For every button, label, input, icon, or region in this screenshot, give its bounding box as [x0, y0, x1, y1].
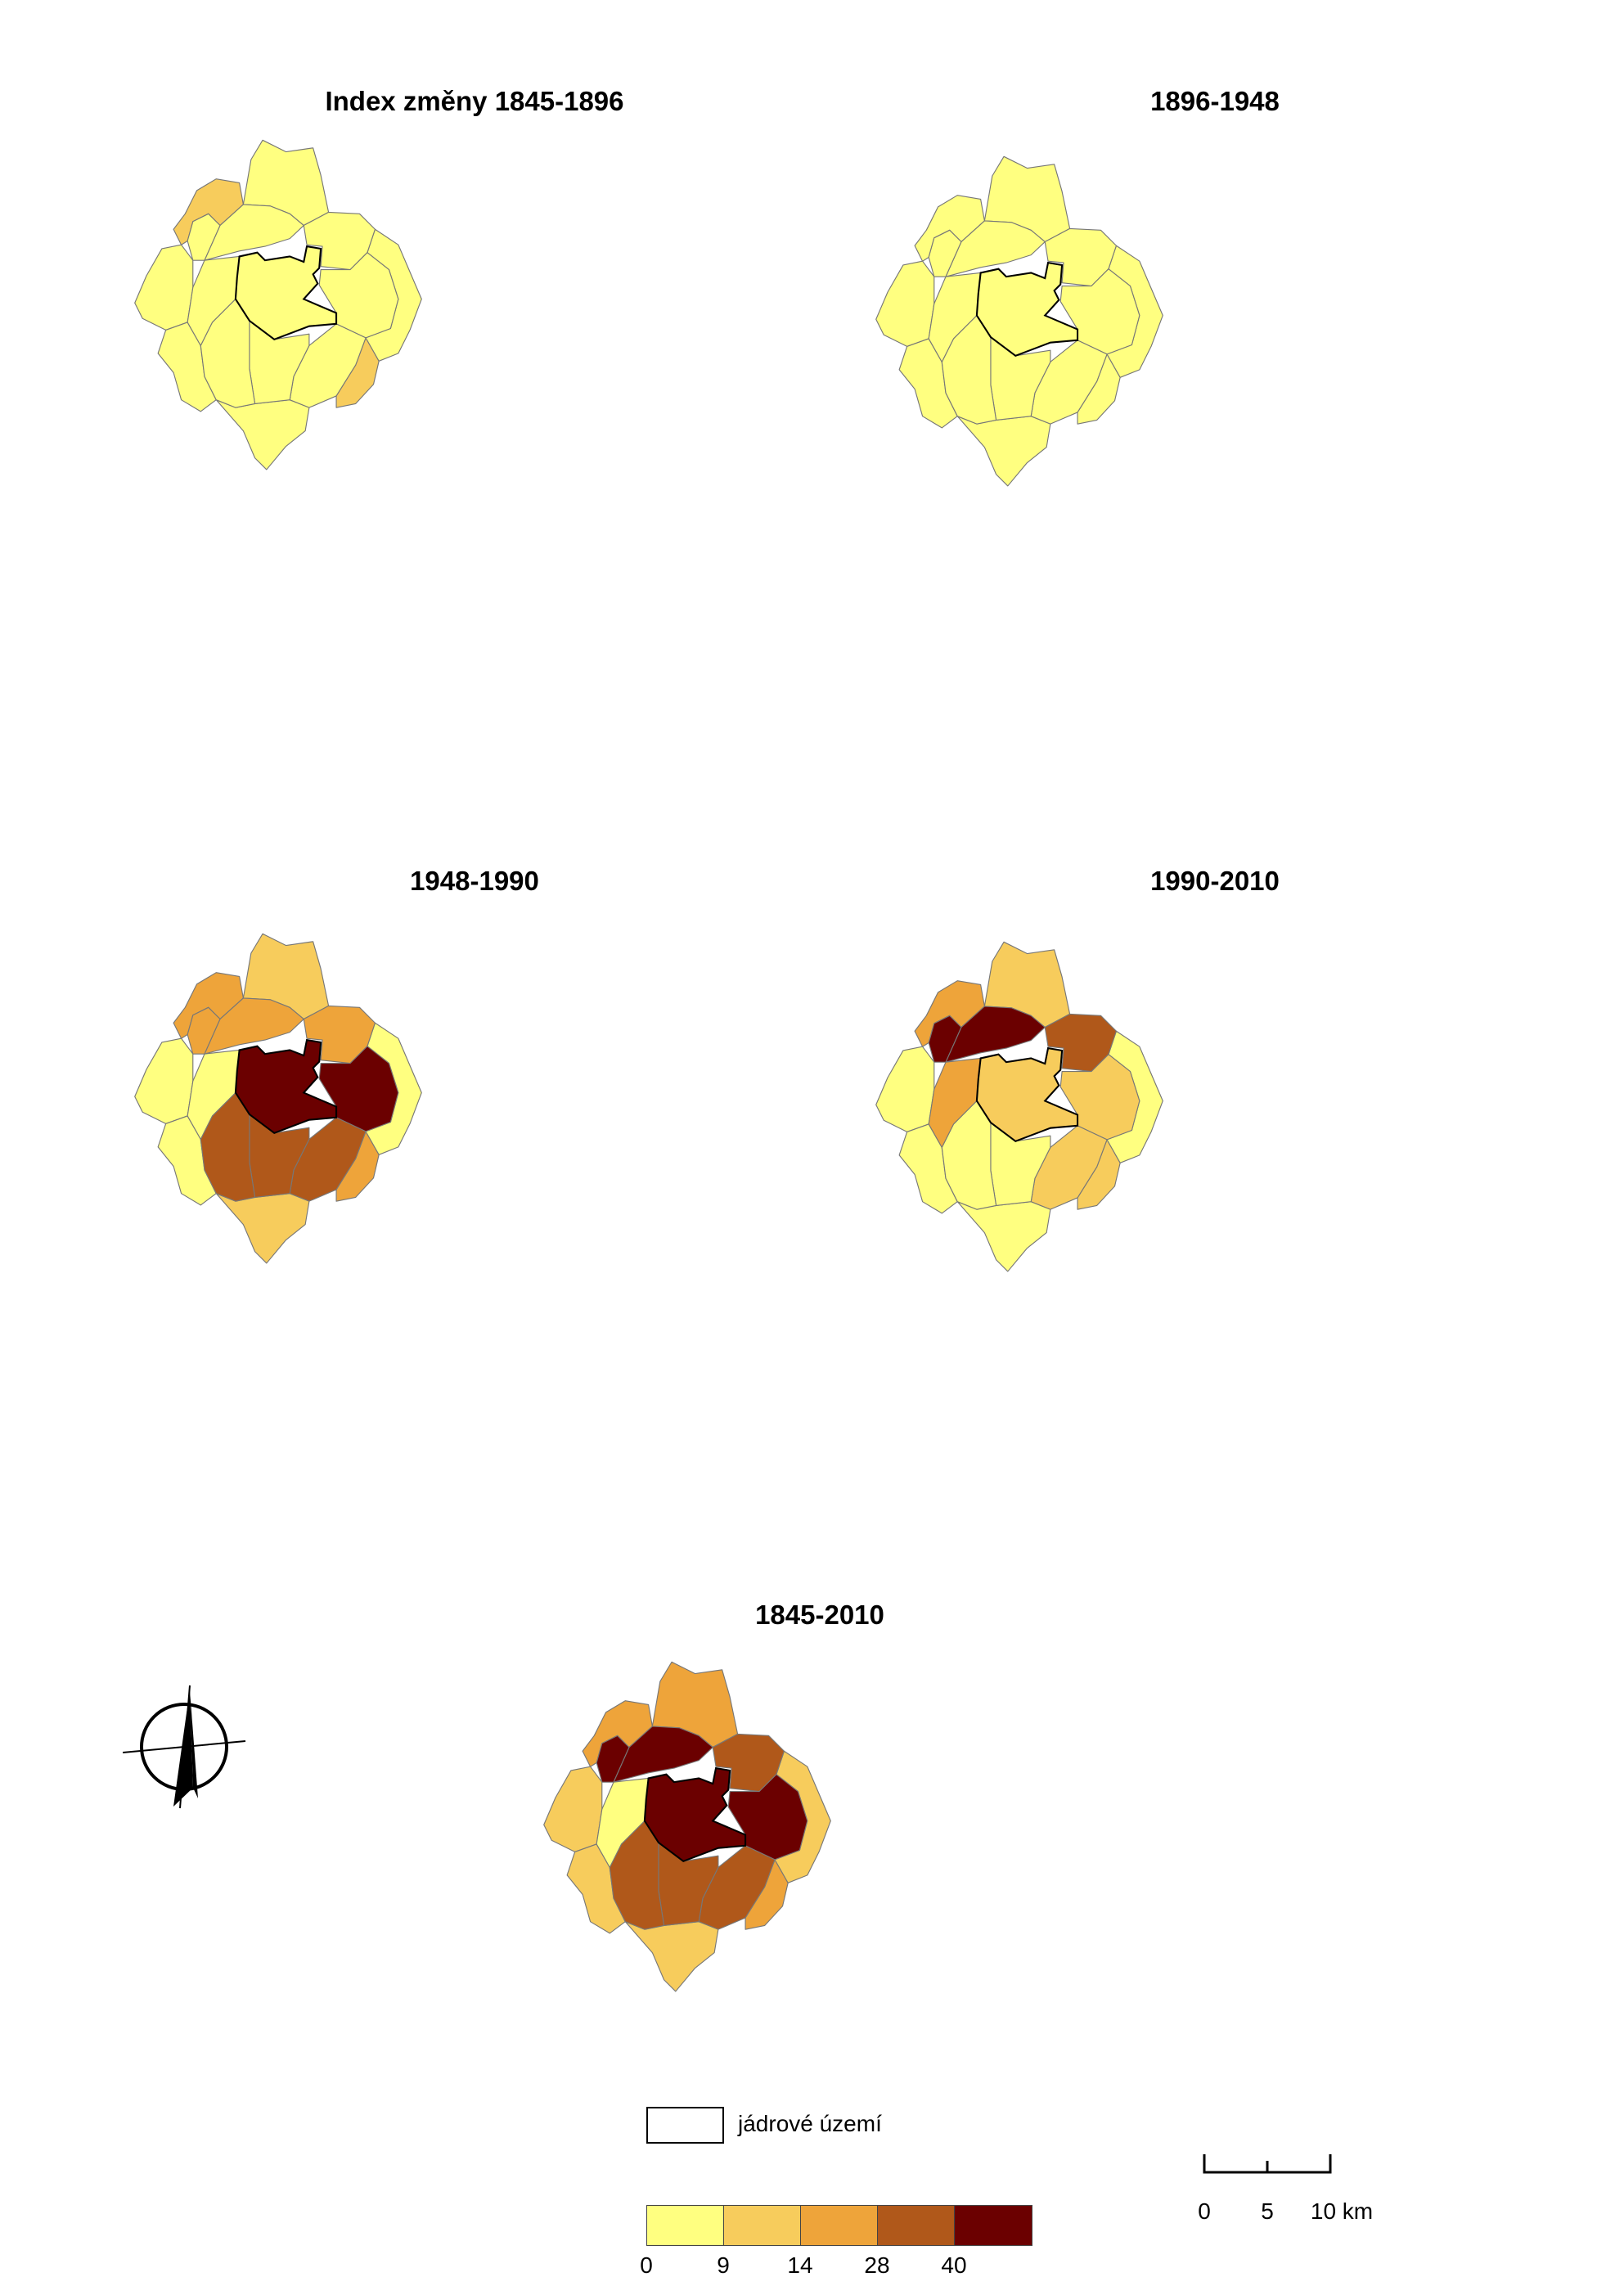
color-ramp [646, 2205, 1032, 2246]
core-territory-label: jádrové území [738, 2111, 882, 2136]
legend-break-label: 28 [864, 2252, 890, 2278]
core-territory-outline [975, 1046, 1079, 1142]
map-svg [875, 155, 1163, 487]
map-svg [543, 1661, 831, 1992]
map-title-2: 1896-1948 [1150, 86, 1280, 116]
map-title-1: Index změny 1845-1896 [325, 86, 624, 116]
region-c-nw [187, 1006, 221, 1055]
class-swatch-4 [878, 2206, 955, 2245]
region-o-s [956, 1201, 1051, 1272]
scale-label: 10 km [1310, 2198, 1374, 2224]
region-c-nw [928, 1015, 962, 1063]
class-swatch-5 [955, 2206, 1032, 2245]
region-c-n [204, 997, 304, 1055]
region-o-w [543, 1766, 603, 1852]
region-c-n [613, 1726, 713, 1783]
legend-break-label: 0 [640, 2252, 653, 2278]
map-svg [134, 933, 422, 1264]
map-legend: jádrové území 0 9 14 28 40 [640, 2107, 1039, 2278]
region-o-w [134, 1037, 194, 1124]
region-c-n [204, 204, 304, 261]
legend-break-label: 14 [787, 2252, 813, 2278]
region-c-n [945, 1006, 1046, 1063]
scale-label: 5 [1261, 2198, 1274, 2224]
region-o-s [215, 399, 310, 470]
region-o-w [875, 1046, 935, 1132]
legend-break-label: 9 [717, 2252, 730, 2278]
choropleth-map-1896-1948 [872, 139, 1167, 507]
choropleth-map-1845-2010 [540, 1645, 834, 2013]
map-title-4: 1990-2010 [1150, 866, 1280, 896]
choropleth-map-1845-1896 [131, 123, 425, 491]
region-c-nw [596, 1735, 630, 1783]
region-o-w [134, 244, 194, 331]
region-o-s [215, 1193, 310, 1264]
map-svg [134, 139, 422, 470]
region-c-nw [187, 213, 221, 261]
class-swatch-1 [647, 2206, 724, 2245]
map-svg [875, 941, 1163, 1272]
core-territory-swatch [646, 2107, 724, 2144]
choropleth-map-1948-1990 [131, 916, 425, 1285]
class-swatch-3 [801, 2206, 878, 2245]
core-territory-outline [234, 245, 338, 340]
region-c-n [945, 220, 1046, 277]
map-title-3: 1948-1990 [410, 866, 539, 896]
choropleth-map-1990-2010 [872, 925, 1167, 1293]
map-title-5: 1845-2010 [755, 1600, 884, 1630]
region-o-w [875, 260, 935, 347]
scale-label: 0 [1198, 2198, 1211, 2224]
region-o-s [956, 416, 1051, 487]
core-territory-outline [643, 1766, 747, 1862]
scale-bar: 0 5 10 km [1194, 2148, 1391, 2238]
north-arrow-icon [122, 1669, 254, 1820]
region-o-s [624, 1921, 719, 1992]
region-c-nw [928, 229, 962, 277]
core-territory-outline [234, 1038, 338, 1134]
legend-break-label: 40 [941, 2252, 967, 2278]
class-swatch-2 [724, 2206, 801, 2245]
core-territory-outline [975, 261, 1079, 357]
